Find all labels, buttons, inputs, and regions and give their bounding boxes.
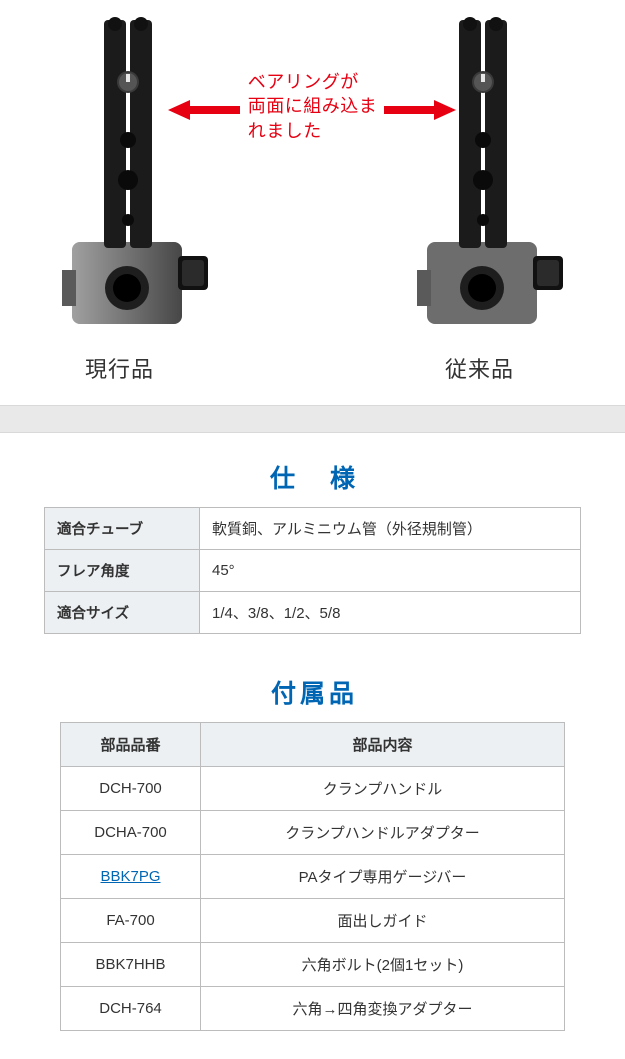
acc-part-number: DCH-764 [61, 987, 201, 1031]
section-divider [0, 405, 625, 433]
spec-row-label: 適合チューブ [45, 508, 200, 550]
callout-text: ベアリングが両面に組み込まれました [205, 70, 420, 143]
accessories-table: 部品品番 部品内容 DCH-700クランプハンドルDCHA-700クランプハンド… [60, 722, 565, 1031]
acc-row: BBK7HHB六角ボルト(2個1セット) [61, 943, 565, 987]
spec-section: 仕 様 適合チューブ軟質銅、アルミニウム管（外径規制管）フレア角度45°適合サイ… [0, 433, 625, 634]
acc-row: DCHA-700クランプハンドルアダプター [61, 811, 565, 855]
acc-part-number: DCHA-700 [61, 811, 201, 855]
accessories-section: 付属品 部品品番 部品内容 DCH-700クランプハンドルDCHA-700クラン… [0, 634, 625, 1059]
acc-part-number[interactable]: BBK7PG [61, 855, 201, 899]
spec-title: 仕 様 [44, 459, 581, 495]
product-image-previous [415, 12, 565, 342]
spec-row-value: 45° [200, 550, 581, 592]
spec-row: フレア角度45° [45, 550, 581, 592]
acc-row: DCH-764六角→四角変換アダプター [61, 987, 565, 1031]
acc-part-link[interactable]: BBK7PG [100, 868, 160, 885]
label-previous: 従来品 [445, 352, 514, 384]
spec-row: 適合サイズ1/4、3/8、1/2、5/8 [45, 592, 581, 634]
acc-part-desc: PAタイプ専用ゲージバー [201, 855, 565, 899]
acc-part-desc: 六角ボルト(2個1セット) [201, 943, 565, 987]
spec-table: 適合チューブ軟質銅、アルミニウム管（外径規制管）フレア角度45°適合サイズ1/4… [44, 507, 581, 634]
spec-row: 適合チューブ軟質銅、アルミニウム管（外径規制管） [45, 508, 581, 550]
callout-text-content: ベアリングが両面に組み込まれました [248, 70, 378, 143]
label-current: 現行品 [85, 352, 154, 384]
acc-row: BBK7PG PAタイプ専用ゲージバー [61, 855, 565, 899]
acc-row: DCH-700クランプハンドル [61, 767, 565, 811]
accessories-title: 付属品 [60, 674, 565, 710]
acc-row: FA-700面出しガイド [61, 899, 565, 943]
spec-row-label: フレア角度 [45, 550, 200, 592]
acc-part-desc: クランプハンドルアダプター [201, 811, 565, 855]
product-image-current [60, 12, 210, 342]
acc-part-number: FA-700 [61, 899, 201, 943]
acc-part-desc: 面出しガイド [201, 899, 565, 943]
acc-part-number: BBK7HHB [61, 943, 201, 987]
acc-part-desc: クランプハンドル [201, 767, 565, 811]
acc-part-number: DCH-700 [61, 767, 201, 811]
spec-row-value: 軟質銅、アルミニウム管（外径規制管） [200, 508, 581, 550]
spec-row-value: 1/4、3/8、1/2、5/8 [200, 592, 581, 634]
spec-row-label: 適合サイズ [45, 592, 200, 634]
product-comparison: ベアリングが両面に組み込まれました 現行品 従来品 [0, 0, 625, 405]
acc-col-partno: 部品品番 [61, 723, 201, 767]
acc-col-desc: 部品内容 [201, 723, 565, 767]
acc-part-desc: 六角→四角変換アダプター [201, 987, 565, 1031]
